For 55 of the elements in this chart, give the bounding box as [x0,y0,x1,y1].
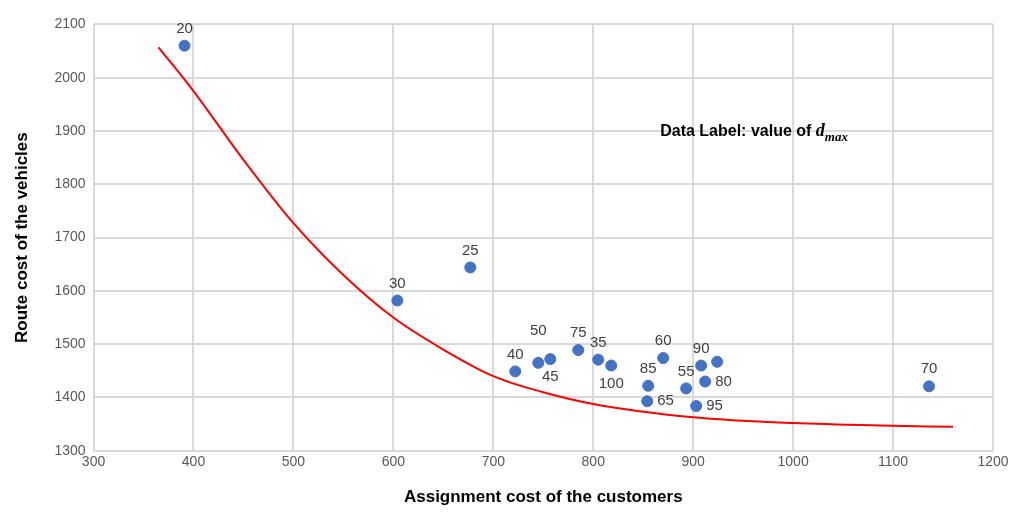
point [642,379,655,392]
x-tick-label: 600 [381,453,406,470]
point [641,395,654,408]
y-tick-label: 1600 [54,281,86,298]
x-tick-label: 700 [481,453,506,470]
annotation: 85 [639,358,657,376]
point [699,375,712,388]
y-tick-label: 1500 [54,335,86,352]
annotation: 45 [541,367,559,385]
point [544,353,557,366]
annotation: 25 [461,240,479,258]
annotation: 70 [920,359,938,377]
annotation: 60 [654,331,672,349]
line-series [157,46,955,428]
annotation: 50 [529,321,547,338]
x-axis-title: Assignment cost of the customers [403,487,683,507]
annotation: 100 [598,373,624,391]
x-tick-label: 900 [681,453,706,470]
annotation: 65 [657,391,674,409]
annotation: 20 [176,18,193,36]
annotation: 75 [569,323,587,341]
point [592,353,605,366]
y-tick-label: 1800 [54,175,86,192]
y-axis-title: Route cost of the vehicles [11,132,31,343]
annotation: 90 [692,338,710,356]
point [605,359,618,372]
y-tick-label: 2000 [54,68,86,85]
annotation: 40 [506,344,524,362]
point [657,352,670,365]
point [509,365,522,378]
x-tick-label: 800 [581,453,606,470]
point [532,356,545,369]
point [572,344,585,357]
annotation: 80 [715,371,732,389]
y-tick-label: 1700 [54,228,86,245]
y-tick-label: 1900 [54,121,86,138]
point [711,355,724,368]
point [695,359,708,372]
annotation: 35 [589,332,607,350]
x-tick-label: 1100 [878,453,909,470]
x-tick-label: 1200 [977,453,1009,470]
point [391,294,404,307]
x-tick-label: 500 [281,453,306,470]
x-tick-label: 1000 [777,453,809,470]
point [923,380,936,393]
point [690,400,703,413]
annotation: 95 [706,396,723,414]
annotation: 55 [677,361,695,379]
point [464,261,477,274]
y-tick-label: 1400 [54,388,86,405]
y-tick-label: 2100 [54,15,86,32]
annotation: 30 [389,273,406,291]
point [680,382,693,395]
point [178,39,191,52]
x-tick-label: 400 [181,453,206,470]
